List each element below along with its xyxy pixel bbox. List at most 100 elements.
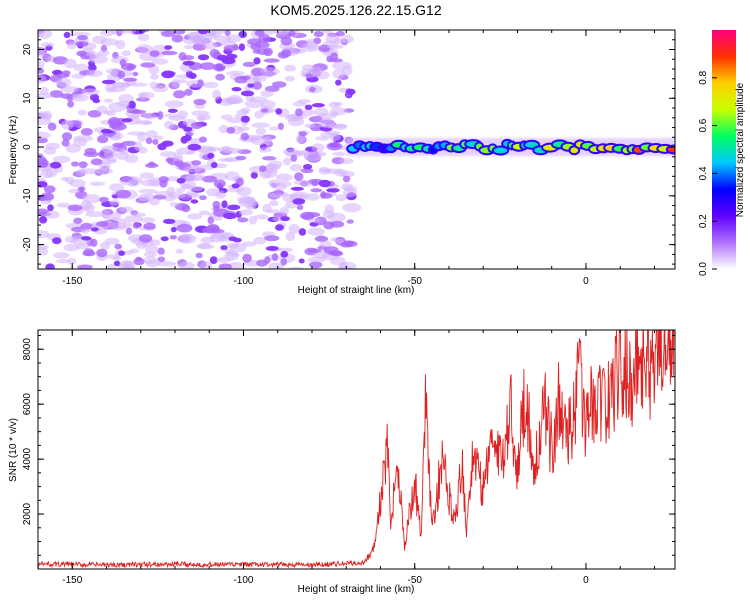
y-tick-label: 2000 bbox=[22, 502, 33, 525]
noise-blob bbox=[38, 74, 47, 84]
y-tick-label: 8000 bbox=[22, 338, 33, 361]
noise-blob bbox=[218, 157, 235, 162]
noise-blob bbox=[121, 118, 133, 123]
noise-blob bbox=[47, 122, 57, 131]
noise-blob bbox=[252, 81, 263, 90]
noise-blob bbox=[332, 151, 346, 157]
snr-series-line bbox=[38, 330, 675, 569]
noise-blob bbox=[296, 204, 304, 211]
noise-blob bbox=[264, 163, 281, 171]
noise-blob bbox=[324, 246, 339, 255]
noise-blob bbox=[218, 125, 229, 134]
y-tick-label: 4000 bbox=[22, 448, 33, 471]
spectrogram-signal-band bbox=[346, 138, 675, 157]
noise-blob bbox=[78, 161, 88, 169]
noise-blob bbox=[295, 134, 306, 144]
noise-blob bbox=[61, 119, 74, 130]
noise-blob bbox=[123, 250, 134, 255]
noise-blob bbox=[342, 175, 351, 183]
noise-blob bbox=[195, 252, 203, 259]
noise-blob bbox=[311, 143, 325, 153]
noise-blob bbox=[191, 110, 210, 117]
noise-blob bbox=[55, 258, 71, 264]
noise-blob bbox=[262, 203, 272, 213]
noise-blob bbox=[53, 252, 70, 259]
noise-blob bbox=[223, 212, 237, 220]
noise-blob bbox=[333, 37, 346, 45]
noise-blob bbox=[212, 89, 222, 100]
noise-blob bbox=[303, 151, 322, 162]
noise-blob bbox=[190, 121, 203, 130]
noise-blob bbox=[226, 117, 243, 124]
noise-blob bbox=[96, 221, 109, 227]
noise-blob bbox=[157, 256, 166, 263]
noise-blob bbox=[168, 192, 186, 199]
x-tick-label: 0 bbox=[583, 575, 589, 586]
snr-plot-area bbox=[38, 330, 675, 569]
noise-blob bbox=[226, 126, 236, 134]
noise-blob bbox=[237, 217, 249, 223]
colorbar-tick-label: 0.8 bbox=[698, 70, 709, 84]
x-tick-label: 0 bbox=[583, 276, 589, 287]
noise-blob bbox=[77, 109, 87, 116]
noise-blob bbox=[221, 200, 228, 208]
noise-blob bbox=[45, 263, 55, 269]
noise-blob bbox=[80, 127, 93, 136]
noise-blob bbox=[186, 150, 195, 155]
noise-blob bbox=[177, 233, 197, 244]
noise-blob bbox=[131, 212, 147, 217]
noise-blob bbox=[220, 114, 233, 120]
noise-blob bbox=[132, 71, 139, 77]
noise-blob bbox=[150, 73, 159, 80]
noise-blob bbox=[47, 204, 54, 212]
noise-blob bbox=[38, 117, 52, 125]
noise-blob bbox=[301, 73, 316, 78]
noise-blob bbox=[75, 41, 89, 47]
noise-blob bbox=[292, 198, 306, 205]
noise-blob bbox=[161, 140, 174, 147]
x-tick-label: -50 bbox=[407, 276, 422, 287]
noise-blob bbox=[140, 62, 156, 68]
noise-blob bbox=[114, 82, 131, 88]
noise-blob bbox=[289, 48, 306, 55]
noise-blob bbox=[309, 116, 323, 123]
noise-blob bbox=[173, 90, 186, 99]
noise-blob bbox=[94, 167, 113, 175]
noise-blob bbox=[252, 49, 261, 54]
noise-blob bbox=[208, 146, 221, 152]
snr-y-axis-label: SNR (10 * v/v) bbox=[8, 418, 19, 482]
noise-blob bbox=[149, 197, 160, 206]
noise-blob bbox=[269, 126, 279, 131]
noise-blob bbox=[49, 90, 64, 98]
noise-blob bbox=[238, 126, 250, 132]
snr-x-axis-label: Height of straight line (km) bbox=[298, 584, 415, 595]
noise-blob bbox=[343, 240, 358, 247]
noise-blob bbox=[157, 261, 177, 267]
noise-blob bbox=[127, 179, 140, 187]
noise-blob bbox=[52, 155, 71, 164]
noise-blob bbox=[289, 163, 302, 172]
noise-blob bbox=[183, 126, 193, 132]
snr-x-ticks: -150 -100 -50 0 bbox=[37, 330, 655, 586]
noise-blob bbox=[248, 215, 258, 225]
colorbar-tick-label: 0.4 bbox=[698, 166, 709, 180]
noise-blob bbox=[149, 81, 159, 89]
noise-blob bbox=[139, 172, 155, 180]
noise-blob bbox=[52, 237, 62, 245]
noise-blob bbox=[56, 202, 71, 208]
noise-blob bbox=[45, 210, 60, 219]
noise-blob bbox=[71, 94, 85, 99]
noise-blob bbox=[182, 60, 195, 66]
noise-blob bbox=[280, 216, 290, 222]
noise-blob bbox=[38, 208, 49, 215]
noise-blob bbox=[149, 50, 160, 57]
noise-blob bbox=[85, 69, 103, 78]
noise-blob bbox=[133, 257, 145, 266]
noise-blob bbox=[157, 111, 164, 120]
noise-blob bbox=[92, 98, 101, 104]
noise-blob bbox=[100, 128, 112, 134]
noise-blob bbox=[176, 223, 193, 233]
noise-blob bbox=[263, 58, 280, 63]
noise-blob bbox=[106, 86, 127, 93]
